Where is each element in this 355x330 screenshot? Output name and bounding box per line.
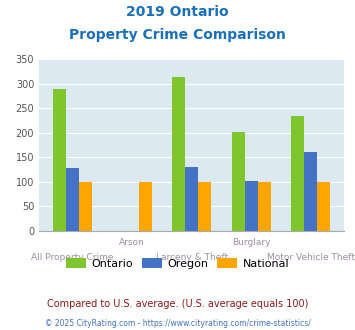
Bar	[291, 116, 304, 231]
Text: Motor Vehicle Theft: Motor Vehicle Theft	[267, 253, 355, 262]
Text: Arson: Arson	[119, 238, 145, 247]
Bar	[53, 89, 66, 231]
Text: Property Crime Comparison: Property Crime Comparison	[69, 28, 286, 42]
Legend: Ontario, Oregon, National: Ontario, Oregon, National	[61, 253, 294, 273]
Bar	[185, 167, 198, 231]
Text: Burglary: Burglary	[232, 238, 271, 247]
Text: © 2025 CityRating.com - https://www.cityrating.com/crime-statistics/: © 2025 CityRating.com - https://www.city…	[45, 319, 310, 328]
Bar	[139, 182, 152, 231]
Bar	[172, 77, 185, 231]
Bar	[79, 182, 92, 231]
Text: Larceny & Theft: Larceny & Theft	[155, 253, 228, 262]
Bar	[258, 182, 271, 231]
Bar	[304, 151, 317, 231]
Bar	[198, 182, 211, 231]
Text: Compared to U.S. average. (U.S. average equals 100): Compared to U.S. average. (U.S. average …	[47, 299, 308, 309]
Bar	[317, 182, 331, 231]
Bar	[231, 132, 245, 231]
Text: 2019 Ontario: 2019 Ontario	[126, 5, 229, 19]
Bar	[66, 168, 79, 231]
Bar	[245, 181, 258, 231]
Text: All Property Crime: All Property Crime	[31, 253, 114, 262]
